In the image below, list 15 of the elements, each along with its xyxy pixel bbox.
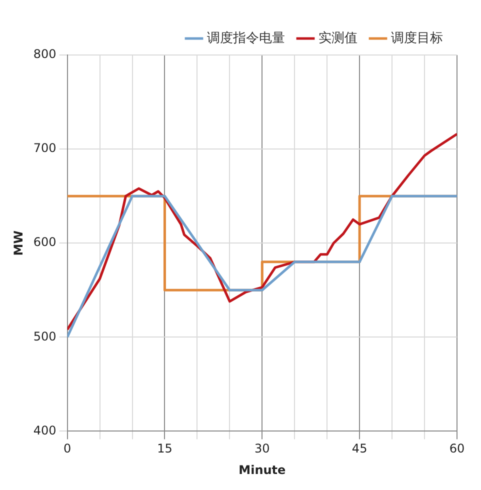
y-tick-label: 500 <box>33 329 56 344</box>
x-tick-label: 15 <box>157 442 172 456</box>
y-tick-label: 400 <box>33 423 56 438</box>
x-axis-title: Minute <box>238 462 286 477</box>
legend-label: 调度指令电量 <box>207 30 285 46</box>
x-tick-label: 0 <box>63 442 72 456</box>
y-tick-label: 600 <box>33 235 56 250</box>
legend-label: 实测值 <box>318 30 358 46</box>
y-axis-title: MW <box>11 230 26 256</box>
x-tick-label: 60 <box>449 442 465 456</box>
y-tick-label: 800 <box>33 47 56 62</box>
x-tick-label: 45 <box>352 442 368 456</box>
legend-label: 调度目标 <box>391 30 443 46</box>
y-tick-label: 700 <box>33 141 56 156</box>
x-tick-label: 30 <box>254 442 270 456</box>
